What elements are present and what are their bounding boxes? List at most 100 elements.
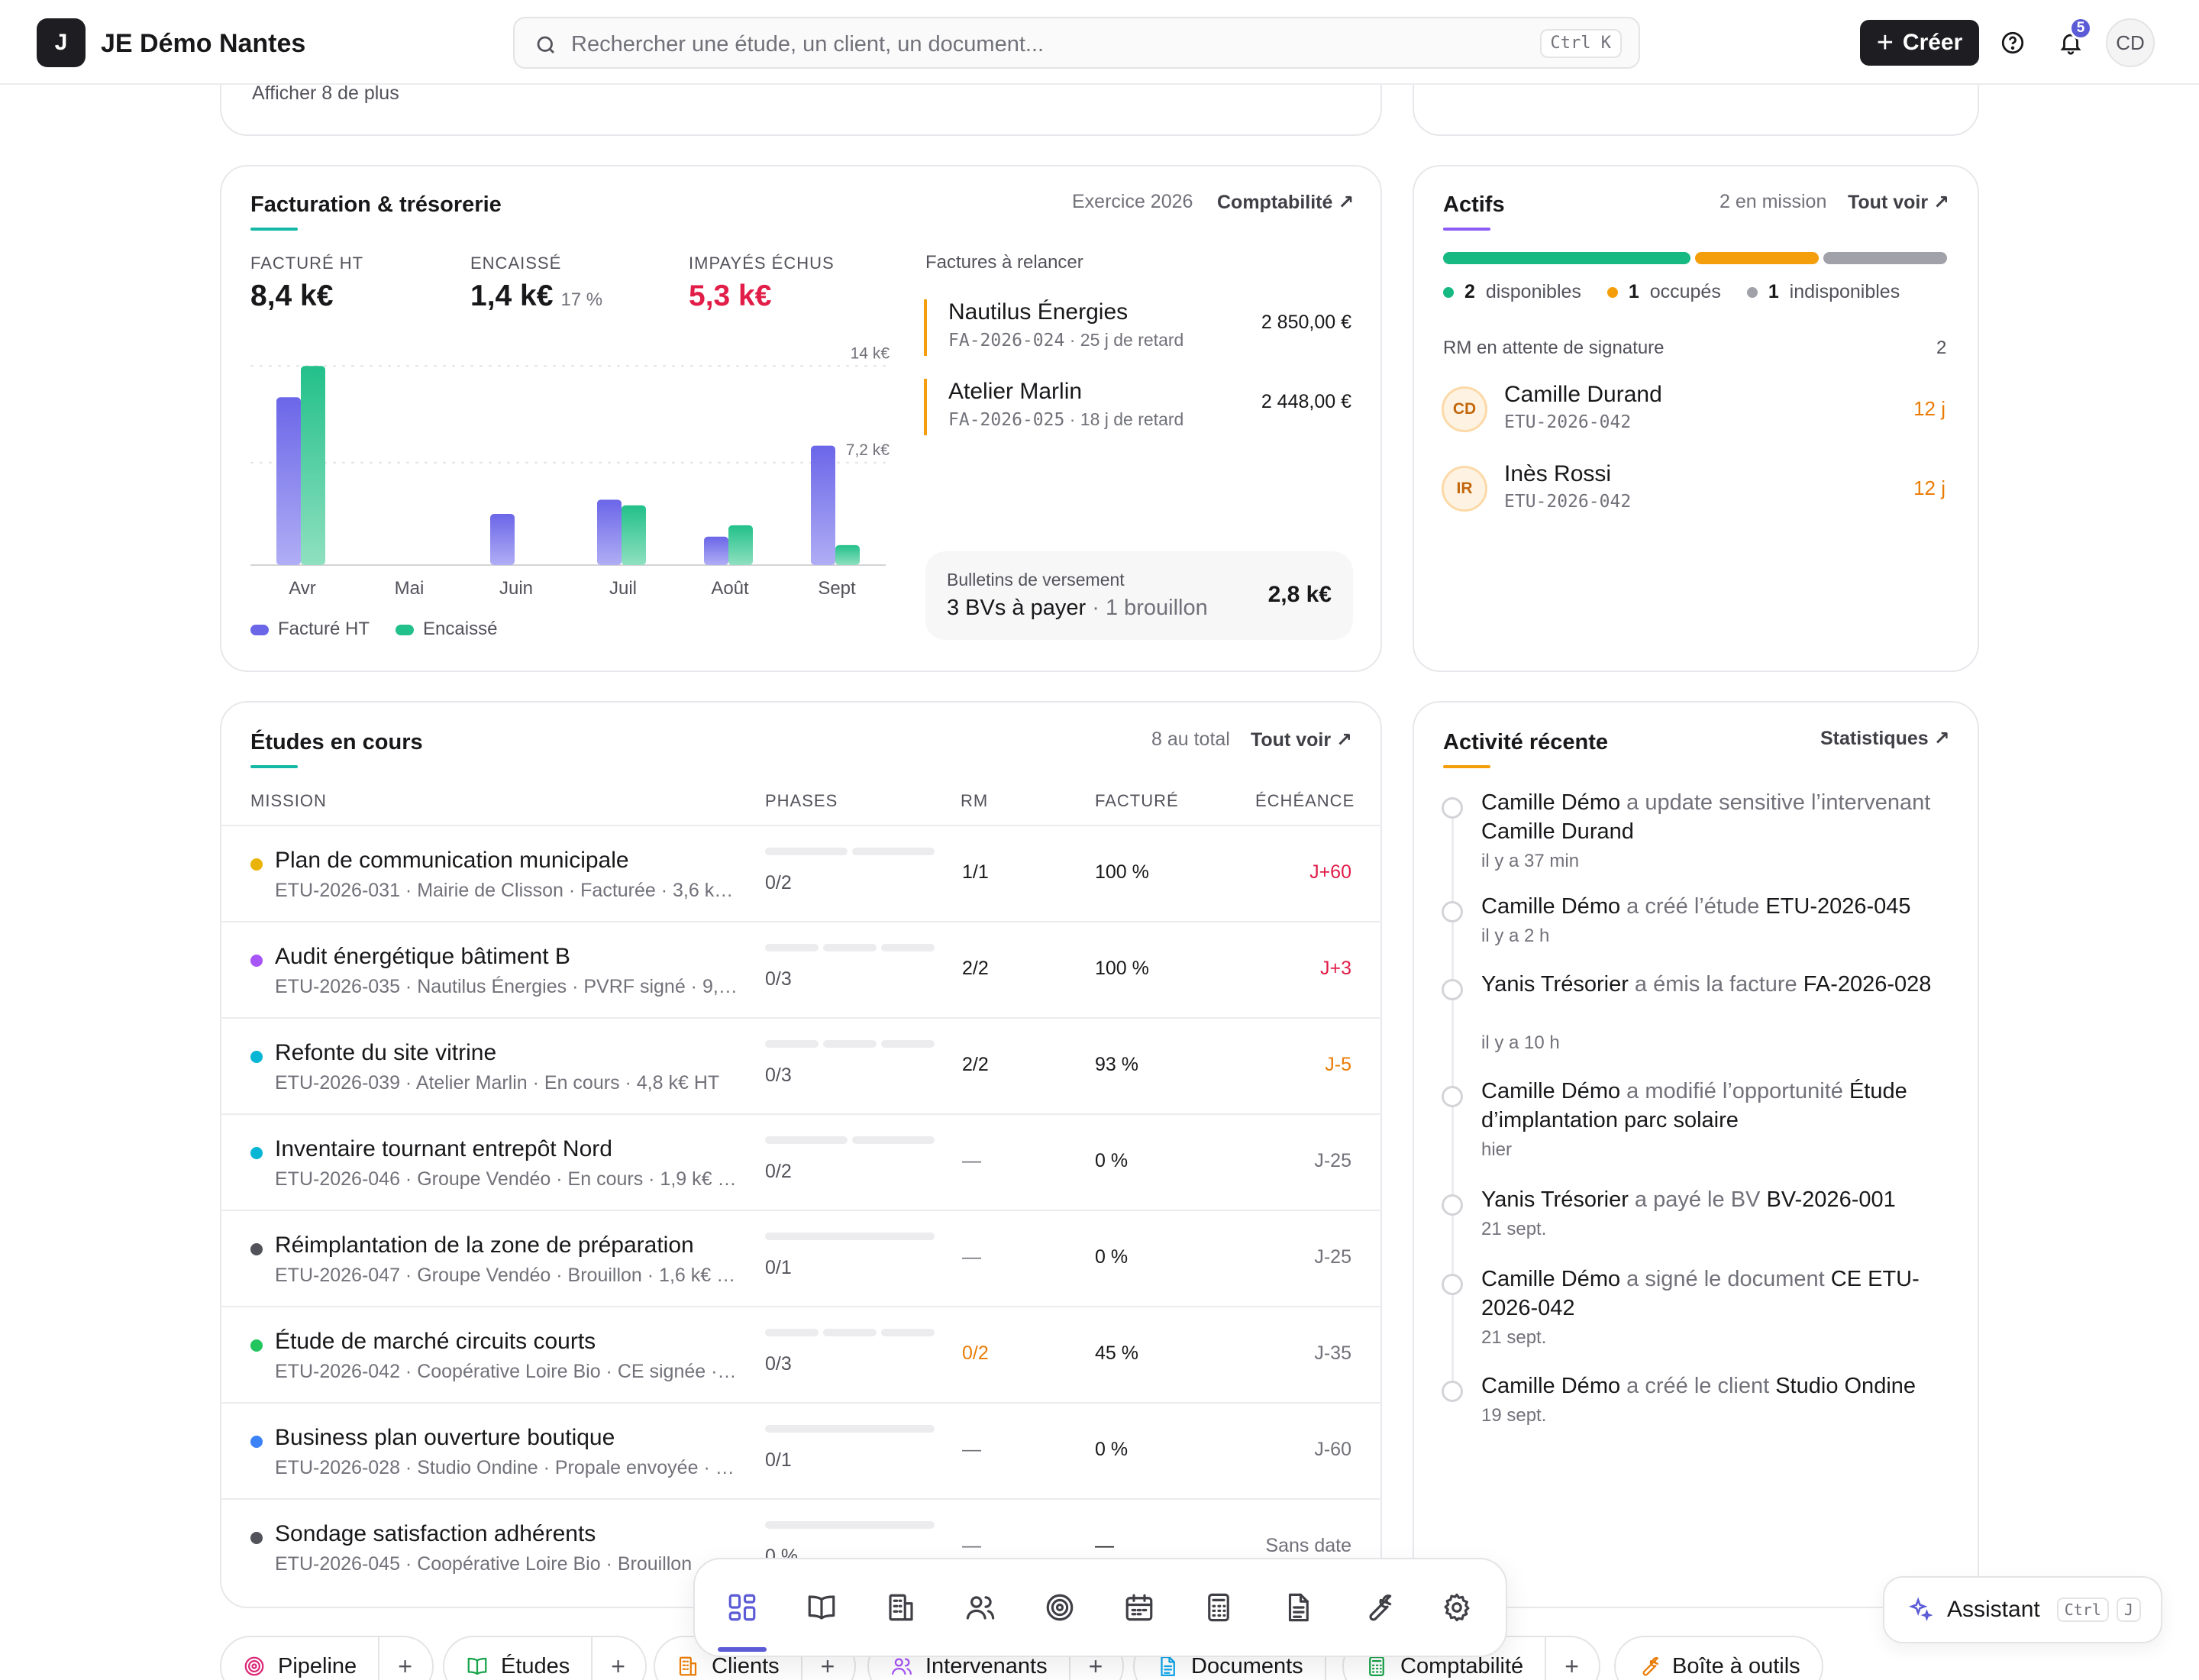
study-meta: ETU-2026-031 · Mairie de Clisson · Factu… [275, 880, 741, 901]
status-count: 1 [1628, 281, 1639, 302]
table-row[interactable]: Plan de communication municipale ETU-2026… [220, 825, 1382, 921]
activity-text: Camille Démo a signé le document CE ETU-… [1481, 1265, 1939, 1323]
timeline-dot [1442, 901, 1463, 922]
activity-object: Camille Durand [1481, 819, 1634, 844]
bottom-tab-0[interactable]: Pipeline + [220, 1636, 434, 1680]
activity-actor: Camille Démo [1481, 1374, 1621, 1398]
study-name: Sondage satisfaction adhérents [275, 1521, 596, 1546]
dock-dashboard-button[interactable] [718, 1589, 767, 1652]
invoice-row[interactable]: Atelier Marlin FA-2026-025 · 18 j de ret… [924, 379, 1351, 435]
dock-document-button[interactable] [1280, 1589, 1316, 1626]
activity-time: 21 sept. [1481, 1327, 1547, 1348]
org-logo[interactable]: J [37, 18, 86, 67]
legend-encaisse-label: Encaissé [423, 619, 498, 639]
org-name[interactable]: JE Démo Nantes [101, 29, 306, 58]
add-tab-button[interactable]: + [800, 1636, 855, 1680]
show-more-link[interactable]: Afficher 8 de plus [252, 82, 399, 104]
col-mission[interactable]: MISSION [250, 791, 327, 810]
study-rm: 2/2 [962, 1054, 989, 1075]
table-row[interactable]: Étude de marché circuits courts ETU-2026-… [220, 1306, 1382, 1402]
dock-users-button[interactable] [962, 1589, 999, 1626]
activity-text: Camille Démo a update sensitive l’interv… [1481, 788, 1939, 846]
bar-encaisse[interactable] [835, 544, 860, 565]
dock-wrench-button[interactable] [1359, 1589, 1396, 1626]
phase-progress [765, 1040, 935, 1048]
dock-calendar-button[interactable] [1121, 1589, 1158, 1626]
bar-facture[interactable] [704, 536, 728, 565]
finance-title: Facturation & trésorerie [250, 192, 502, 217]
activity-actor: Yanis Trésorier [1481, 972, 1629, 997]
invoice-row[interactable]: Nautilus Énergies FA-2026-024 · 25 j de … [924, 299, 1351, 356]
activity-verb: a modifié l’opportunité [1620, 1079, 1849, 1103]
assistant-button[interactable]: Assistant Ctrl J [1883, 1576, 2162, 1643]
activity-object: BV-2026-001 [1766, 1187, 1896, 1212]
phase-segment [765, 1136, 848, 1144]
bar-facture[interactable] [276, 397, 301, 565]
table-row[interactable]: Sondage satisfaction adhérents ETU-2026-0… [220, 1498, 1382, 1575]
studies-see-all-link[interactable]: Tout voir ↗ [1251, 729, 1352, 751]
calendar-icon [1123, 1591, 1155, 1623]
bar-encaisse[interactable] [301, 366, 325, 565]
dock-target-button[interactable] [1041, 1589, 1078, 1626]
table-row[interactable]: Audit énergétique bâtiment B ETU-2026-035… [220, 921, 1382, 1017]
add-tab-button[interactable]: + [1068, 1636, 1123, 1680]
users-icon [964, 1591, 996, 1623]
table-row[interactable]: Refonte du site vitrine ETU-2026-039 · At… [220, 1017, 1382, 1113]
table-row[interactable]: Réimplantation de la zone de préparation… [220, 1210, 1382, 1306]
bar-facture[interactable] [811, 445, 835, 565]
col-phases[interactable]: PHASES [765, 791, 838, 810]
dock-book-button[interactable] [803, 1589, 840, 1626]
rm-row[interactable]: IR Inès Rossi ETU-2026-042 12 j [1442, 461, 1946, 522]
search-input[interactable]: Rechercher une étude, un client, un docu… [513, 17, 1640, 69]
col-rm[interactable]: RM [961, 791, 989, 810]
activity-title-underline [1443, 765, 1490, 768]
book-icon [806, 1591, 838, 1623]
legend-facture-swatch [250, 624, 269, 635]
table-row[interactable]: Inventaire tournant entrepôt Nord ETU-202… [220, 1113, 1382, 1210]
activity-verb: a créé l’étude [1620, 894, 1766, 919]
add-tab-button[interactable]: + [1545, 1636, 1599, 1680]
notification-badge: 5 [2069, 17, 2092, 40]
app-dock [693, 1558, 1507, 1657]
status-count: 1 [1768, 281, 1779, 302]
dock-gear-button[interactable] [1439, 1589, 1475, 1626]
bar-facture[interactable] [490, 513, 515, 565]
top-bar: J JE Démo Nantes Rechercher une étude, u… [0, 0, 2199, 85]
x-tick-label: Août [711, 578, 749, 599]
study-name: Étude de marché circuits courts [275, 1329, 596, 1354]
phase-segment [765, 1040, 819, 1048]
create-button[interactable]: + Créer [1860, 20, 1979, 66]
building-icon [885, 1591, 917, 1623]
activity-text: Yanis Trésorier a payé le BV BV-2026-001 [1481, 1185, 1939, 1214]
bottom-tab-6[interactable]: Boîte à outils [1614, 1636, 1823, 1680]
help-icon[interactable] [1996, 26, 2029, 60]
statistics-link[interactable]: Statistiques ↗ [1820, 728, 1950, 749]
kpi-encaisse-amount: 1,4 k€ [470, 279, 554, 312]
status-dot [250, 1532, 263, 1544]
status-available: 2 disponibles [1443, 281, 1581, 303]
activity-object: FA-2026-028 [1803, 972, 1932, 997]
activity-actor: Camille Démo [1481, 1079, 1621, 1103]
dock-building-button[interactable] [883, 1589, 919, 1626]
study-phases: 0/3 [765, 1065, 792, 1086]
assistant-label: Assistant [1947, 1597, 2040, 1622]
dock-calculator-button[interactable] [1200, 1589, 1237, 1626]
bar-facture[interactable] [597, 499, 622, 565]
bottom-tab-1[interactable]: Études + [443, 1636, 647, 1680]
bv-summary[interactable]: Bulletins de versement 3 BVs à payer · 1… [925, 551, 1353, 640]
accounting-link[interactable]: Comptabilité ↗ [1217, 192, 1355, 213]
user-avatar[interactable]: CD [2106, 18, 2155, 67]
add-tab-button[interactable]: + [591, 1636, 645, 1680]
col-echeance[interactable]: ÉCHÉANCE [1255, 791, 1355, 810]
study-facture: 0 % [1095, 1246, 1129, 1268]
status-dot [1746, 287, 1758, 299]
rm-row[interactable]: CD Camille Durand ETU-2026-042 12 j [1442, 382, 1946, 443]
bar-encaisse[interactable] [622, 505, 646, 565]
finance-bar-chart: 14 k€ 7,2 k€ Avr Mai Juin Juil Août Sept [250, 344, 890, 599]
add-tab-button[interactable]: + [378, 1636, 432, 1680]
actifs-see-all-link[interactable]: Tout voir ↗ [1848, 192, 1949, 213]
bar-encaisse[interactable] [728, 525, 753, 565]
status-dot [250, 1339, 263, 1352]
col-facture[interactable]: FACTURÉ [1095, 791, 1179, 810]
table-row[interactable]: Business plan ouverture boutique ETU-2026… [220, 1402, 1382, 1498]
